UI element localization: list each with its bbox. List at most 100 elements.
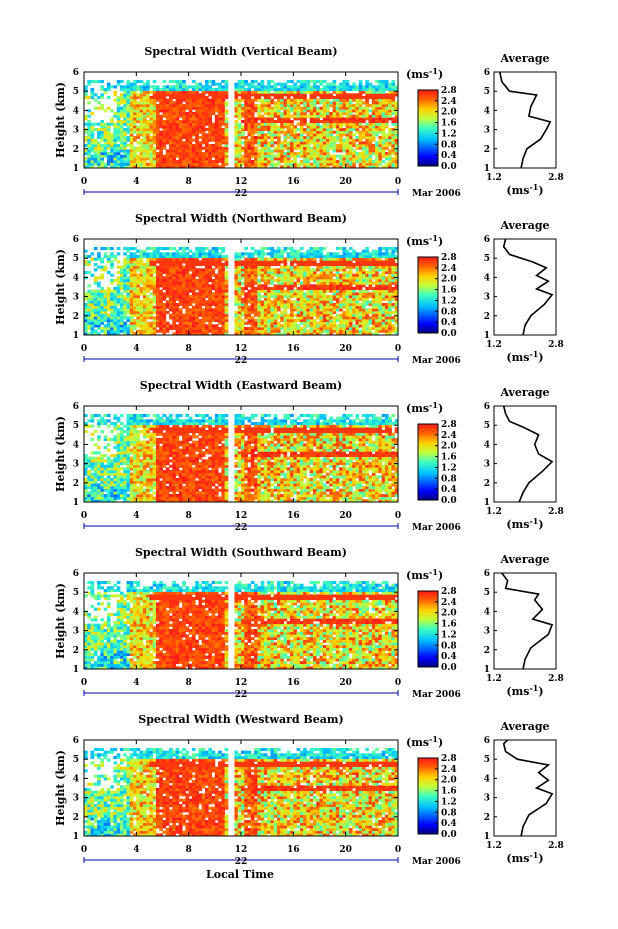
heatmap-cell: [136, 289, 140, 293]
heatmap-cell: [244, 114, 248, 118]
heatmap-cell: [322, 122, 327, 126]
heatmap-cell: [90, 88, 95, 92]
heatmap-cell: [283, 106, 288, 110]
heatmap-cell: [244, 313, 248, 317]
heatmap-cell: [378, 128, 383, 132]
heatmap-cell: [362, 117, 366, 121]
heatmap-cell: [247, 88, 252, 92]
heatmap-cell: [342, 85, 347, 89]
heatmap-cell: [322, 287, 327, 291]
heatmap-cell: [358, 88, 363, 92]
heatmap-cell: [375, 90, 379, 94]
heatmap-cell: [139, 138, 144, 142]
heatmap-cell: [309, 247, 314, 251]
heatmap-cell: [342, 98, 347, 102]
heatmap-cell: [303, 327, 307, 331]
heatmap-cell: [119, 313, 124, 317]
heatmap-cell: [355, 125, 360, 129]
heatmap-cell: [250, 276, 255, 280]
heatmap-cell: [162, 101, 167, 105]
heatmap-cell: [267, 324, 271, 328]
heatmap-cell: [299, 144, 304, 148]
heatmap-cell: [182, 284, 186, 288]
heatmap-cell: [312, 292, 317, 296]
heatmap-cell: [237, 144, 242, 148]
heatmap-cell: [87, 154, 91, 158]
heatmap-cell: [362, 90, 366, 94]
heatmap-cell: [172, 263, 176, 267]
heatmap-cell: [178, 85, 183, 89]
heatmap-cell: [257, 263, 262, 267]
heatmap-cell: [263, 313, 268, 317]
heatmap-cell: [191, 90, 196, 94]
heatmap-cell: [306, 252, 311, 256]
heatmap-cell: [335, 165, 340, 169]
heatmap-cell: [286, 85, 291, 89]
heatmap-cell: [250, 284, 255, 288]
heatmap-cell: [371, 160, 376, 164]
heatmap-cell: [254, 268, 258, 272]
heatmap-cell: [378, 157, 383, 161]
heatmap-cell: [250, 109, 255, 113]
heatmap-cell: [267, 152, 271, 156]
heatmap-cell: [303, 106, 307, 110]
heatmap-cell: [162, 80, 167, 84]
heatmap-cell: [133, 157, 137, 161]
heatmap-cell: [296, 279, 301, 283]
heatmap-cell: [198, 329, 203, 333]
heatmap-cell: [250, 154, 255, 158]
heatmap-cell: [116, 303, 121, 307]
heatmap-cell: [129, 300, 134, 304]
heatmap-cell: [290, 252, 294, 256]
heatmap-cell: [93, 268, 98, 272]
heatmap-cell: [175, 109, 180, 113]
heatmap-cell: [139, 101, 144, 105]
heatmap-cell: [159, 321, 163, 325]
heatmap-cell: [90, 133, 95, 137]
heatmap-cell: [247, 138, 252, 142]
heatmap-cell: [303, 329, 307, 333]
heatmap-cell: [205, 300, 209, 304]
heatmap-cell: [185, 279, 190, 283]
heatmap-cell: [250, 265, 255, 269]
heatmap-cell: [175, 257, 180, 261]
heatmap-cell: [276, 96, 281, 100]
heatmap-cell: [178, 284, 183, 288]
heatmap-cell: [234, 273, 239, 277]
heatmap-cell: [123, 114, 127, 118]
heatmap-cell: [201, 146, 206, 150]
heatmap-cell: [322, 321, 327, 325]
heatmap-cell: [188, 281, 193, 285]
heatmap-cell: [375, 109, 379, 113]
heatmap-cell: [306, 305, 311, 309]
heatmap-cell: [312, 125, 317, 129]
heatmap-cell: [345, 152, 350, 156]
heatmap-cell: [342, 146, 347, 150]
heatmap-cell: [169, 297, 173, 301]
heatmap-cell: [208, 106, 212, 110]
heatmap-cell: [237, 112, 242, 116]
heatmap-cell: [309, 114, 314, 118]
heatmap-cell: [84, 316, 88, 320]
heatmap-cell: [201, 271, 206, 275]
heatmap-cell: [205, 295, 209, 299]
heatmap-cell: [90, 125, 95, 129]
heatmap-cell: [195, 125, 199, 129]
heatmap-cell: [342, 305, 347, 309]
heatmap-cell: [267, 117, 271, 121]
heatmap-cell: [97, 265, 101, 269]
heatmap-cell: [244, 297, 248, 301]
heatmap-cell: [155, 273, 160, 277]
heatmap-cell: [250, 329, 255, 333]
heatmap-cell: [378, 130, 383, 134]
heatmap-cell: [159, 295, 163, 299]
heatmap-cell: [175, 273, 180, 277]
heatmap-cell: [110, 313, 114, 317]
heatmap-cell: [133, 101, 137, 105]
heatmap-cell: [218, 90, 222, 94]
heatmap-cell: [365, 88, 369, 92]
heatmap-cell: [178, 324, 183, 328]
heatmap-cell: [103, 122, 108, 126]
heatmap-cell: [126, 305, 131, 309]
heatmap-cell: [358, 133, 363, 137]
